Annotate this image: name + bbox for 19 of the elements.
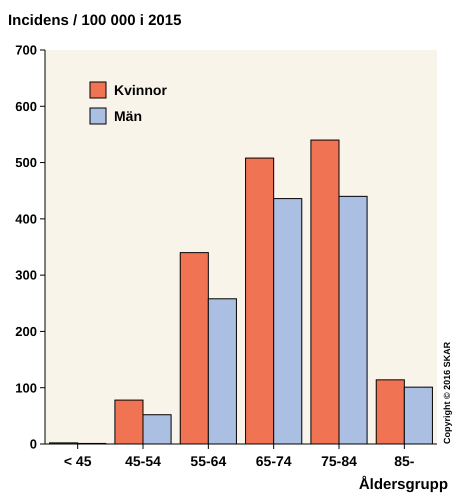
y-tick-label: 300 [15,268,37,283]
legend-label: Kvinnor [114,82,168,98]
x-tick-label: 85- [394,453,415,469]
x-tick-label: 75-84 [321,453,358,469]
y-tick-label: 200 [15,324,37,339]
x-tick-label: 45-54 [125,453,162,469]
legend-label: Män [114,108,142,124]
text: Copyright © 2016 SKAR [442,341,452,444]
y-tick-label: 0 [30,436,37,452]
chart-title: Incidens / 100 000 i 2015 [8,12,182,29]
y-tick-label: 100 [15,380,37,396]
y-tick-label: 400 [15,211,37,226]
x-axis-title: Åldersgrupp [358,475,448,493]
y-tick-label: 600 [15,98,37,114]
y-tick-label: 700 [15,42,37,58]
y-tick-label: 500 [15,155,37,170]
x-tick-label: 65-74 [256,453,292,469]
x-tick-label: 55-64 [190,453,226,469]
x-tick-label: < 45 [64,453,92,469]
